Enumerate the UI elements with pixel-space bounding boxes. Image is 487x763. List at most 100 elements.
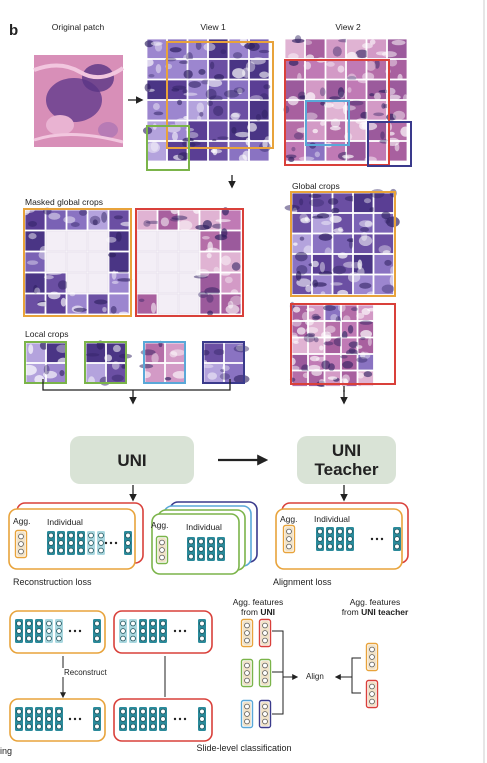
feature-vector — [129, 707, 137, 731]
patch-tile — [165, 342, 186, 363]
patch-tile — [87, 230, 109, 252]
patch-tile — [186, 38, 208, 63]
patch-tile — [220, 293, 243, 315]
reconstruct-label: Reconstruct — [62, 668, 109, 677]
patch-tile — [353, 213, 374, 234]
patch-tile — [106, 230, 130, 252]
patch-tile — [284, 59, 305, 83]
local-crop-3-frame — [143, 341, 186, 384]
feature-vector — [87, 531, 95, 555]
global-crop-orange-frame — [290, 191, 396, 297]
patch-tile — [198, 291, 221, 316]
patch-tile — [199, 230, 221, 254]
original-patch-image — [33, 55, 125, 147]
global-crop-red-frame — [290, 303, 396, 385]
patch-tile — [66, 251, 88, 273]
patch-tile — [167, 99, 190, 121]
ellipsis-dots — [173, 629, 187, 633]
patch-tile — [284, 141, 305, 162]
patch-tile — [219, 271, 242, 297]
feature-vector — [57, 531, 65, 555]
patch-tile — [136, 209, 162, 231]
patch-tile — [146, 100, 167, 121]
patch-tile — [249, 79, 271, 103]
uni-model-box: UNI — [70, 436, 194, 484]
patch-tile — [207, 100, 229, 121]
patch-tile — [178, 272, 200, 294]
feature-vector — [55, 619, 63, 643]
masked-global-crops-label: Masked global crops — [25, 197, 103, 207]
patch-tile — [228, 120, 251, 141]
patch-tile — [136, 230, 158, 252]
patch-tile — [66, 272, 88, 294]
feature-vector — [77, 531, 85, 555]
patch-tile — [249, 100, 270, 121]
patch-tile — [303, 333, 325, 354]
view1-grid — [141, 37, 272, 163]
patch-tile — [195, 209, 226, 231]
patch-tile — [291, 251, 315, 275]
patch-tile — [341, 321, 358, 340]
ellipsis-dots — [68, 717, 82, 721]
patch-tile — [144, 79, 167, 100]
agg-label-teacher: Agg. — [280, 514, 298, 524]
patch-tile — [303, 38, 326, 61]
patch-tile — [284, 192, 312, 215]
patch-tile — [66, 291, 88, 315]
patch-tile — [201, 342, 225, 365]
patch-tile — [146, 141, 167, 162]
patch-tile — [325, 59, 346, 80]
patch-tile — [214, 228, 242, 252]
reconstruction-loss-label: Reconstruction loss — [13, 577, 92, 587]
patch-tile — [157, 251, 179, 273]
patch-tile — [373, 274, 395, 295]
feature-vector — [119, 707, 127, 731]
patch-tile — [346, 38, 369, 63]
patch-tile — [291, 213, 312, 234]
patch-tile — [108, 251, 130, 274]
patch-tile — [342, 141, 367, 162]
feature-vector — [45, 707, 53, 731]
patch-tile — [228, 137, 251, 163]
patch-tile — [356, 370, 374, 389]
patch-tile — [187, 100, 208, 122]
patch-tile — [187, 141, 208, 162]
patch-tile — [323, 100, 348, 121]
feature-vector — [159, 707, 167, 731]
feature-vector — [93, 619, 101, 643]
patch-tile — [87, 272, 109, 294]
view2-global-crop-frame — [284, 59, 390, 166]
patch-tile — [104, 342, 132, 363]
local-crop-4-frame — [202, 341, 245, 384]
patch-tile — [199, 251, 221, 274]
patch-tile — [224, 342, 250, 363]
feature-vector — [316, 527, 324, 551]
feature-vector — [326, 527, 334, 551]
patch-tile — [228, 59, 252, 80]
feature-vector — [55, 707, 63, 731]
patch-tile — [284, 120, 312, 141]
patch-tile — [171, 207, 201, 231]
cut-off-text: ing — [0, 746, 13, 756]
patch-tile — [284, 35, 305, 61]
local-crop-1-frame — [24, 341, 67, 384]
agg-feature-vector — [240, 658, 254, 688]
feature-vector — [197, 537, 205, 561]
patch-tile — [167, 79, 188, 100]
patch-tile — [45, 251, 67, 273]
patch-tile — [355, 336, 374, 354]
individual-label-teacher: Individual — [314, 514, 350, 524]
patch-tile — [382, 38, 408, 59]
patch-tile — [353, 231, 374, 254]
patch-tile — [136, 293, 158, 315]
original-patch-label: Original patch — [51, 22, 105, 32]
patch-tile — [144, 38, 167, 59]
patch-tile — [219, 363, 250, 384]
patch-tile — [249, 139, 271, 162]
patch-tile — [357, 320, 374, 339]
patch-tile — [157, 206, 182, 231]
masked-crop-2 — [136, 206, 243, 316]
patch-tile — [244, 38, 270, 59]
patch-tile — [141, 58, 167, 80]
patch-tile — [324, 370, 341, 387]
